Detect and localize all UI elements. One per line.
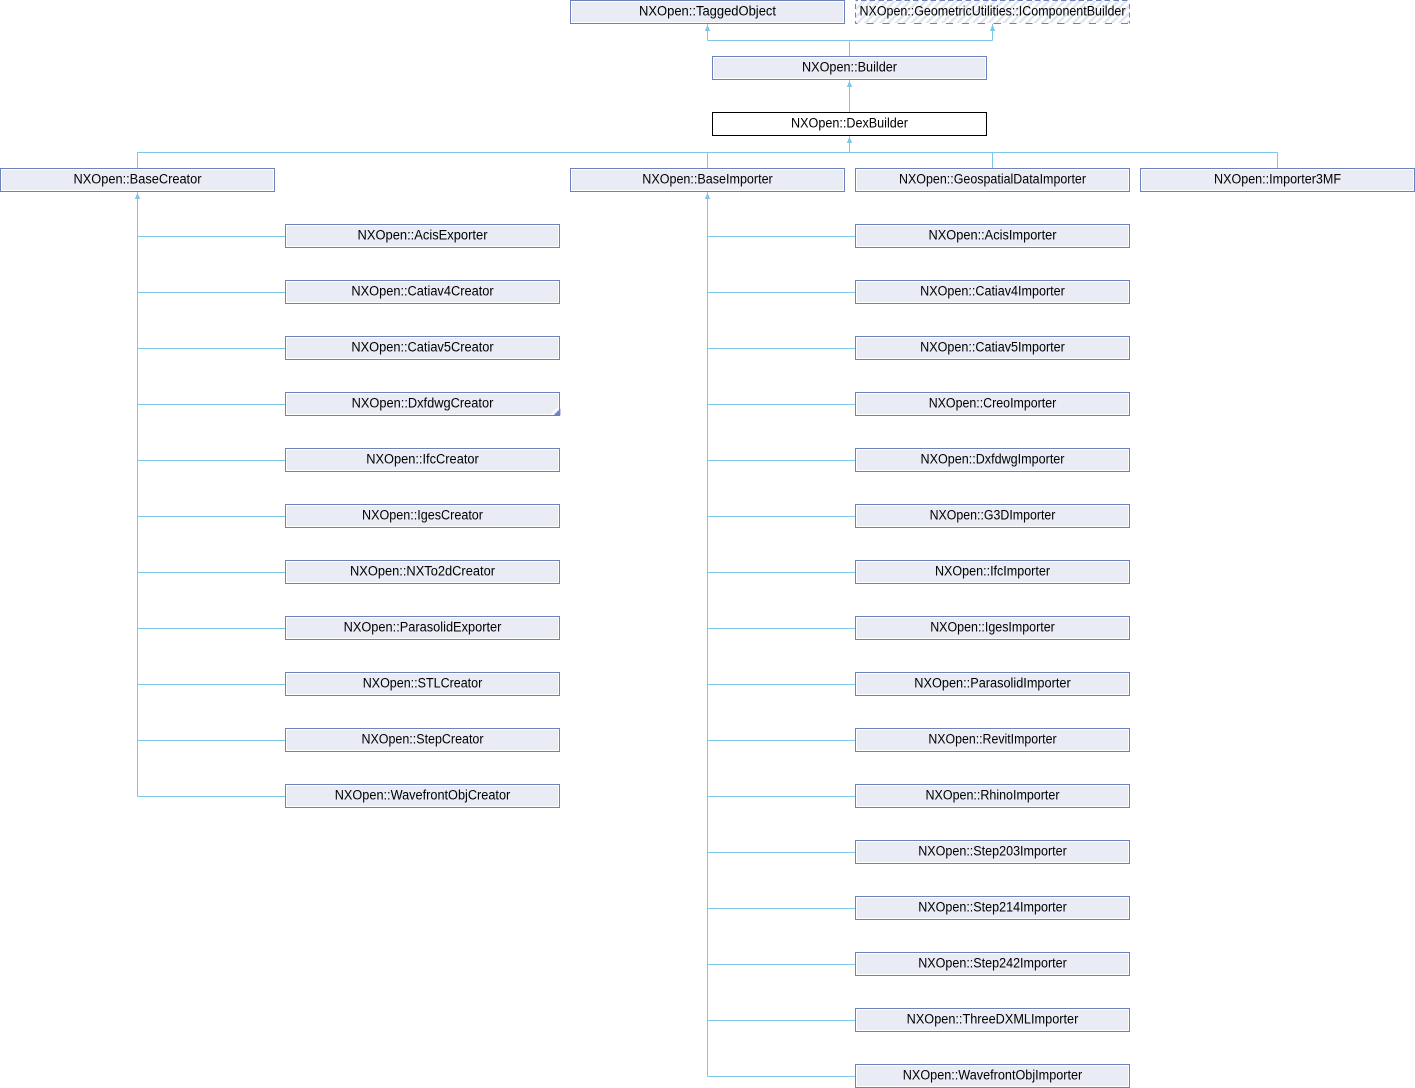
svg-text:NXOpen::RevitImporter: NXOpen::RevitImporter <box>928 732 1057 747</box>
svg-text:NXOpen::GeospatialDataImporter: NXOpen::GeospatialDataImporter <box>899 172 1086 187</box>
svg-text:NXOpen::WavefrontObjCreator: NXOpen::WavefrontObjCreator <box>335 788 511 803</box>
svg-text:NXOpen::STLCreator: NXOpen::STLCreator <box>363 676 483 691</box>
svg-text:NXOpen::ThreeDXMLImporter: NXOpen::ThreeDXMLImporter <box>907 1012 1079 1027</box>
svg-text:NXOpen::Catiav4Importer: NXOpen::Catiav4Importer <box>920 284 1065 299</box>
svg-text:NXOpen::Step214Importer: NXOpen::Step214Importer <box>918 900 1067 915</box>
svg-text:NXOpen::TaggedObject: NXOpen::TaggedObject <box>639 4 776 19</box>
svg-text:NXOpen::Importer3MF: NXOpen::Importer3MF <box>1214 172 1341 187</box>
svg-text:NXOpen::StepCreator: NXOpen::StepCreator <box>361 732 484 747</box>
svg-text:NXOpen::IfcCreator: NXOpen::IfcCreator <box>366 452 479 467</box>
svg-text:NXOpen::Catiav5Importer: NXOpen::Catiav5Importer <box>920 340 1065 355</box>
svg-text:NXOpen::DxfdwgImporter: NXOpen::DxfdwgImporter <box>921 452 1065 467</box>
svg-text:NXOpen::RhinoImporter: NXOpen::RhinoImporter <box>926 788 1060 803</box>
svg-text:NXOpen::G3DImporter: NXOpen::G3DImporter <box>930 508 1056 523</box>
svg-text:NXOpen::DexBuilder: NXOpen::DexBuilder <box>791 116 908 131</box>
svg-text:NXOpen::NXTo2dCreator: NXOpen::NXTo2dCreator <box>350 564 495 579</box>
svg-text:NXOpen::BaseCreator: NXOpen::BaseCreator <box>74 172 202 187</box>
svg-text:NXOpen::CreoImporter: NXOpen::CreoImporter <box>929 396 1057 411</box>
svg-text:NXOpen::Step242Importer: NXOpen::Step242Importer <box>918 956 1067 971</box>
svg-text:NXOpen::GeometricUtilities::IC: NXOpen::GeometricUtilities::IComponentBu… <box>860 4 1126 19</box>
svg-text:NXOpen::WavefrontObjImporter: NXOpen::WavefrontObjImporter <box>903 1068 1083 1083</box>
svg-text:NXOpen::DxfdwgCreator: NXOpen::DxfdwgCreator <box>352 396 494 411</box>
svg-text:NXOpen::IgesCreator: NXOpen::IgesCreator <box>362 508 483 523</box>
svg-text:NXOpen::Catiav5Creator: NXOpen::Catiav5Creator <box>351 340 494 355</box>
svg-text:NXOpen::IfcImporter: NXOpen::IfcImporter <box>935 564 1050 579</box>
svg-text:NXOpen::ParasolidImporter: NXOpen::ParasolidImporter <box>914 676 1071 691</box>
svg-text:NXOpen::Builder: NXOpen::Builder <box>802 60 897 75</box>
svg-text:NXOpen::ParasolidExporter: NXOpen::ParasolidExporter <box>344 620 502 635</box>
svg-text:NXOpen::Step203Importer: NXOpen::Step203Importer <box>918 844 1067 859</box>
svg-text:NXOpen::BaseImporter: NXOpen::BaseImporter <box>642 172 773 187</box>
svg-text:NXOpen::Catiav4Creator: NXOpen::Catiav4Creator <box>351 284 494 299</box>
svg-text:NXOpen::AcisImporter: NXOpen::AcisImporter <box>929 228 1057 243</box>
svg-text:NXOpen::IgesImporter: NXOpen::IgesImporter <box>930 620 1055 635</box>
svg-text:NXOpen::AcisExporter: NXOpen::AcisExporter <box>358 228 488 243</box>
